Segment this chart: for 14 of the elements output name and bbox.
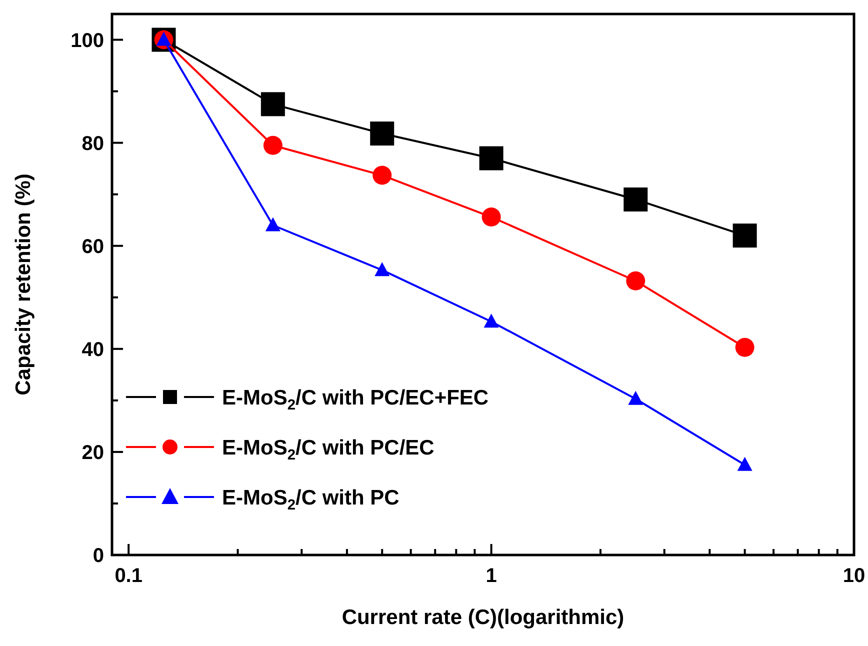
y-tick-label: 60 xyxy=(82,236,104,258)
x-axis-title: Current rate (C)(logarithmic) xyxy=(342,606,624,629)
y-tick-label: 20 xyxy=(82,442,104,464)
legend-label: E-MoS$_{2}$/C with PC/EC xyxy=(222,436,434,463)
x-tick-label: 0.1 xyxy=(114,565,143,587)
legend-label: E-MoS$_{2}$/C with PC xyxy=(222,486,400,513)
y-tick-label: 0 xyxy=(92,545,104,567)
y-tick-label: 100 xyxy=(70,30,104,52)
x-tick-label: 1 xyxy=(486,565,497,587)
y-tick-label: 80 xyxy=(82,132,104,155)
y-axis-title: Capacity retention (%) xyxy=(12,174,35,396)
legend-label: E-MoS$_{2}$/C with PC/EC+FEC xyxy=(222,386,489,413)
y-tick-label: 40 xyxy=(82,338,104,361)
x-tick-label: 10 xyxy=(842,565,866,587)
